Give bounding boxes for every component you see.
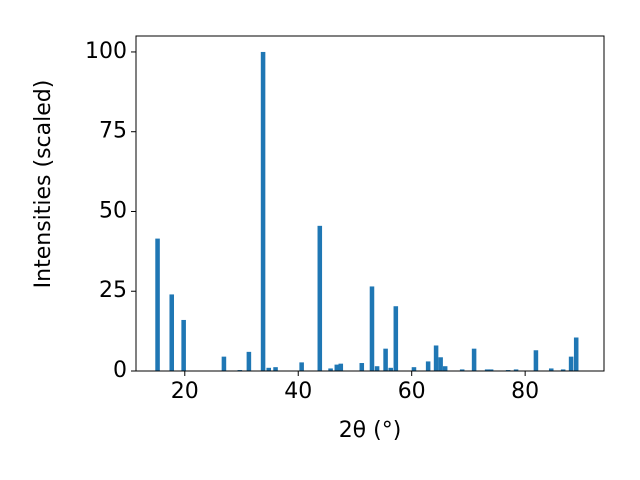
x-tick-label: 80 <box>511 379 539 404</box>
bar <box>334 364 340 371</box>
bar <box>573 337 579 371</box>
bar <box>488 369 494 371</box>
y-tick-label: 50 <box>99 198 127 223</box>
bar <box>560 369 566 371</box>
x-tick-label: 60 <box>398 379 426 404</box>
bar <box>459 369 465 371</box>
bar <box>411 367 417 371</box>
bar <box>388 367 393 371</box>
bar <box>438 357 443 371</box>
bar <box>442 366 448 371</box>
bar <box>433 345 439 371</box>
bar <box>221 356 227 371</box>
y-tick-label: 0 <box>113 358 127 383</box>
bar <box>181 319 186 371</box>
bar <box>266 367 272 371</box>
y-tick-label: 100 <box>85 39 127 64</box>
bar <box>513 369 519 371</box>
bar <box>425 361 431 371</box>
y-tick-label: 25 <box>99 278 127 303</box>
bar <box>548 368 554 371</box>
bar <box>273 367 278 371</box>
y-tick-label: 75 <box>99 119 127 144</box>
bar <box>155 238 160 371</box>
bar <box>471 348 477 371</box>
bar <box>484 369 490 371</box>
plot-frame <box>135 35 605 372</box>
y-axis-label: Intensities (scaled) <box>31 80 56 289</box>
bar <box>383 348 388 371</box>
x-axis-label: 2θ (°) <box>339 418 402 443</box>
bar <box>246 351 252 371</box>
bar <box>328 368 333 371</box>
bar <box>317 225 323 371</box>
bar <box>369 286 375 371</box>
bar <box>374 366 380 371</box>
bar <box>533 350 539 371</box>
x-tick-label: 40 <box>284 379 312 404</box>
bar <box>260 51 266 371</box>
x-tick-label: 20 <box>171 379 199 404</box>
bar <box>169 294 175 371</box>
bar <box>393 306 399 371</box>
bar <box>338 363 344 371</box>
bar <box>359 363 365 371</box>
bar <box>568 356 574 371</box>
bar <box>299 362 304 371</box>
